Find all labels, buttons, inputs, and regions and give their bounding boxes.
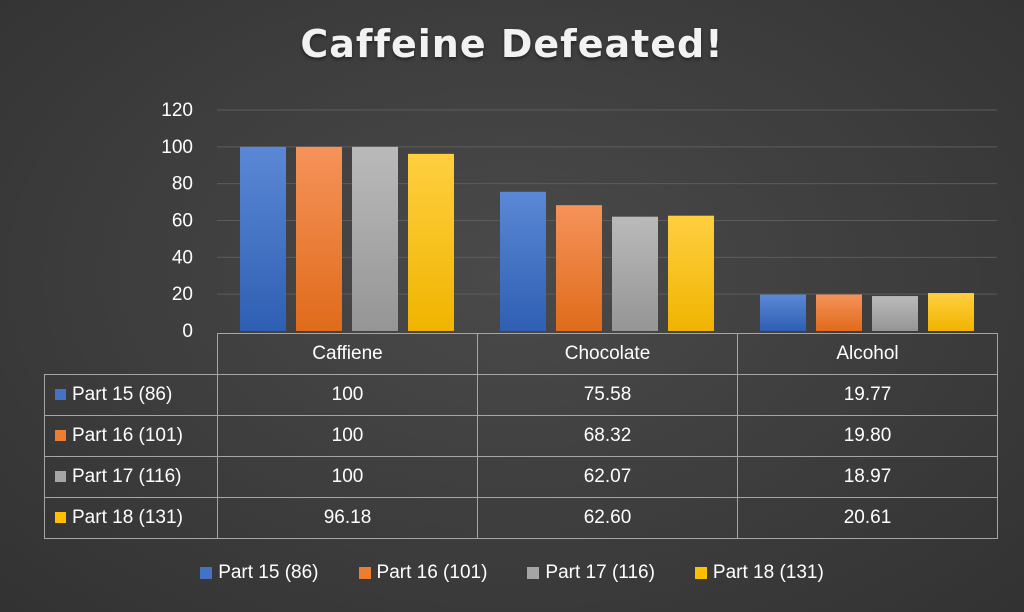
table-value: 68.32 — [477, 415, 738, 457]
bar-caffiene-0 — [240, 146, 286, 331]
table-value: 20.61 — [737, 497, 998, 539]
table-category-header: Chocolate — [477, 333, 738, 375]
legend-item: Part 18 (131) — [694, 562, 824, 584]
bar-alcohol-0 — [760, 294, 806, 331]
bar-caffiene-2 — [352, 146, 398, 331]
legend-item: Part 17 (116) — [527, 562, 655, 584]
legend-label: Part 15 (86) — [218, 562, 319, 583]
table-row: Part 18 (131) 96.18 62.60 20.61 — [44, 497, 998, 539]
legend-label: Part 17 (116) — [545, 562, 655, 583]
y-tick-label: 20 — [172, 284, 193, 305]
legend-label: Part 18 (131) — [712, 562, 824, 583]
legend: Part 15 (86) Part 16 (101) Part 17 (116) Pa… — [0, 562, 1024, 584]
table-row: Part 16 (101) 100 68.32 19.80 — [44, 415, 998, 457]
table-series-label: Part 15 (86) — [44, 374, 218, 416]
table-value: 19.77 — [737, 374, 998, 416]
table-value: 100 — [217, 415, 478, 457]
legend-swatch — [694, 567, 707, 579]
bar-alcohol-3 — [928, 293, 974, 331]
legend-swatch — [358, 567, 371, 579]
table-value: 62.07 — [477, 456, 738, 498]
bar-chocolate-0 — [500, 191, 546, 331]
chart-title: Caffeine Defeated! — [300, 22, 724, 66]
series-swatch — [55, 430, 66, 441]
gridlines — [217, 109, 997, 295]
y-tick-label: 0 — [182, 321, 193, 340]
bar-chocolate-3 — [668, 215, 714, 331]
bar-caffiene-3 — [408, 153, 454, 331]
legend-item: Part 16 (101) — [358, 562, 488, 584]
series-swatch — [55, 471, 66, 482]
bars — [240, 146, 974, 331]
table-value: 100 — [217, 456, 478, 498]
bar-chart: 0 20 40 60 80 100 120 — [161, 100, 997, 340]
series-swatch — [55, 512, 66, 523]
legend-swatch — [527, 567, 540, 579]
table-row: Part 17 (116) 100 62.07 18.97 — [44, 456, 998, 498]
table-value: 75.58 — [477, 374, 738, 416]
y-tick-label: 60 — [172, 211, 193, 232]
table-value: 19.80 — [737, 415, 998, 457]
table-value: 18.97 — [737, 456, 998, 498]
y-axis-ticks: 0 20 40 60 80 100 120 — [161, 100, 193, 340]
y-tick-label: 40 — [172, 247, 193, 268]
table-value: 62.60 — [477, 497, 738, 539]
legend-swatch — [200, 567, 213, 579]
data-table: Caffiene Chocolate Alcohol Part 15 (86) 100 7… — [44, 333, 998, 539]
bar-alcohol-1 — [816, 294, 862, 331]
table-value: 100 — [217, 374, 478, 416]
table-corner — [44, 333, 218, 375]
y-tick-label: 100 — [161, 137, 193, 158]
table-row: Part 15 (86) 100 75.58 19.77 — [44, 374, 998, 416]
series-swatch — [55, 389, 66, 400]
bar-caffiene-1 — [296, 146, 342, 331]
legend-item: Part 15 (86) — [200, 562, 319, 584]
table-category-header: Alcohol — [737, 333, 998, 375]
table-series-label: Part 17 (116) — [44, 456, 218, 498]
y-tick-label: 80 — [172, 174, 193, 195]
bar-chocolate-1 — [556, 205, 602, 331]
bar-chocolate-2 — [612, 216, 658, 331]
bar-alcohol-2 — [872, 296, 918, 331]
table-value: 96.18 — [217, 497, 478, 539]
legend-label: Part 16 (101) — [376, 562, 488, 583]
y-tick-label: 120 — [161, 100, 193, 121]
table-category-header: Caffiene — [217, 333, 478, 375]
table-series-label: Part 18 (131) — [44, 497, 218, 539]
table-series-label: Part 16 (101) — [44, 415, 218, 457]
